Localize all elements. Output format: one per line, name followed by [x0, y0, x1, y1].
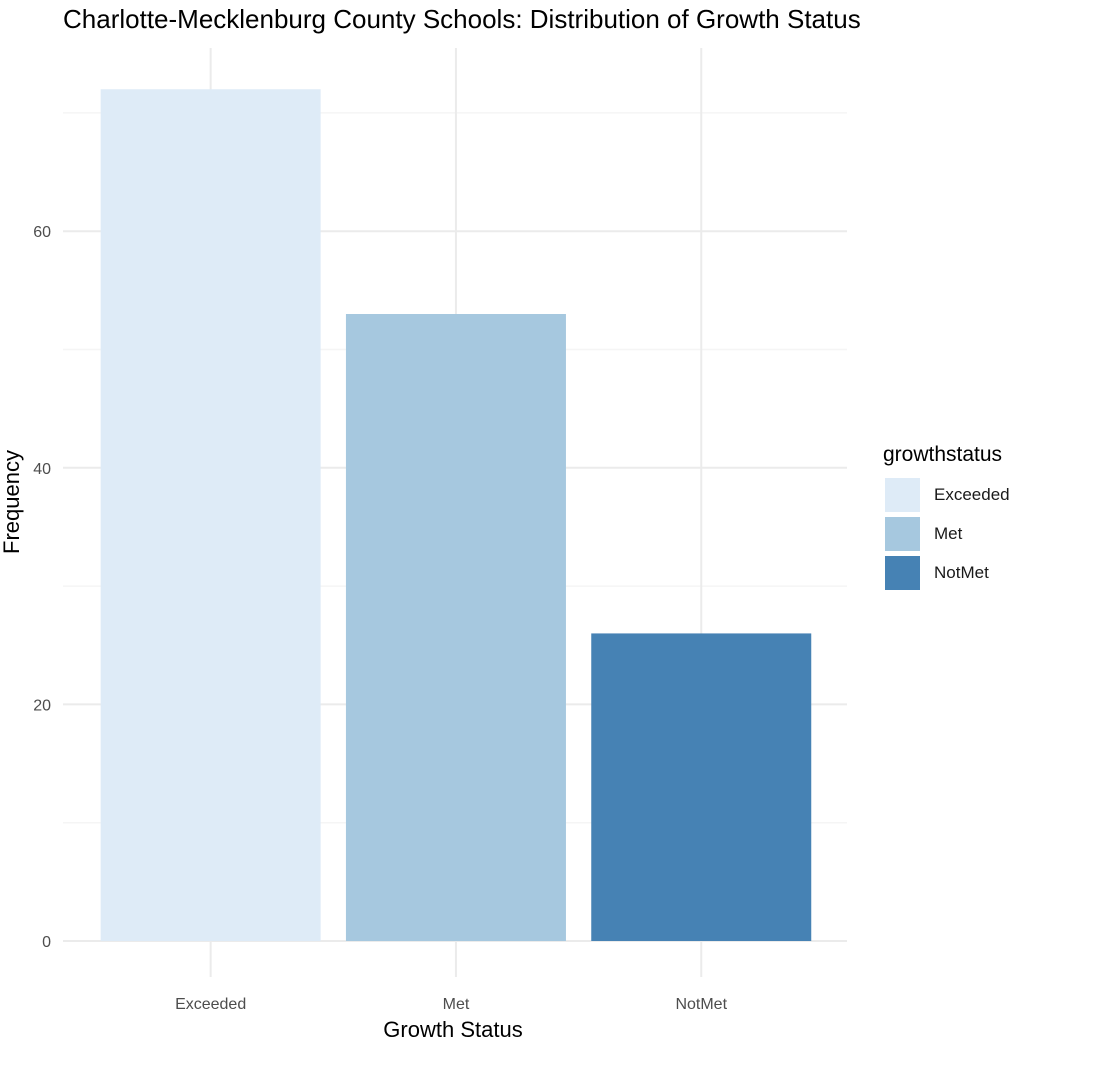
y-axis-title: Frequency [0, 450, 24, 554]
x-tick-label: NotMet [675, 996, 727, 1013]
y-tick-label: 60 [33, 224, 51, 241]
legend-swatch [885, 478, 920, 512]
legend-label: Met [934, 524, 963, 543]
x-tick-label: Exceeded [175, 996, 246, 1013]
y-tick-label: 40 [33, 461, 51, 478]
bar-notmet [591, 633, 812, 941]
x-tick-label: Met [443, 996, 470, 1013]
x-axis-ticks: Exceeded Met NotMet [175, 996, 728, 1013]
bars [100, 89, 812, 942]
legend-swatch [885, 556, 920, 590]
chart-title: Charlotte-Mecklenburg County Schools: Di… [63, 4, 861, 34]
legend-entries: Exceeded Met NotMet [885, 478, 1010, 590]
y-axis-ticks: 0 20 40 60 [33, 224, 51, 951]
x-axis-title: Growth Status [383, 1017, 522, 1042]
y-tick-label: 20 [33, 697, 51, 714]
legend-label: Exceeded [934, 485, 1010, 504]
bar-exceeded [100, 89, 321, 942]
bar-met [345, 314, 566, 941]
legend-label: NotMet [934, 563, 989, 582]
legend-swatch [885, 517, 920, 551]
legend: growthstatus Exceeded Met NotMet [883, 443, 1010, 590]
legend-title: growthstatus [883, 443, 1002, 466]
y-tick-label: 0 [42, 934, 51, 951]
